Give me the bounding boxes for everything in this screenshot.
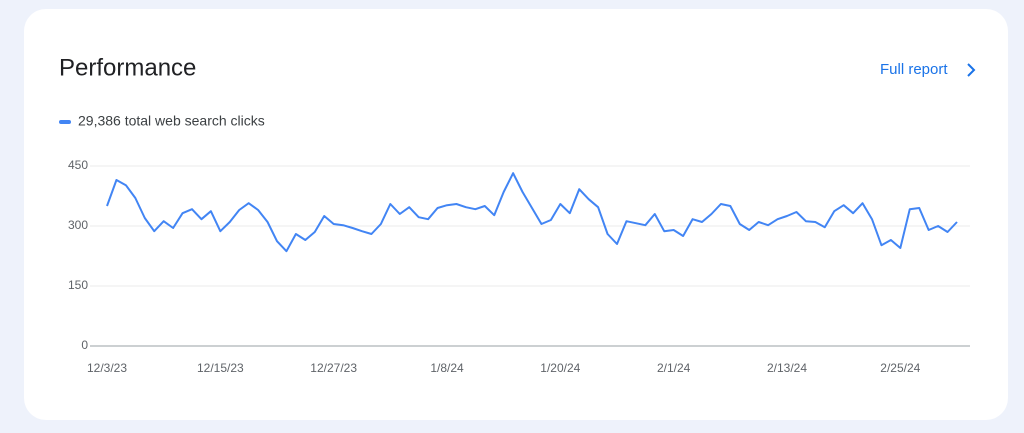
x-tick-label: 12/27/23 (310, 361, 357, 375)
x-tick-label: 2/25/24 (880, 361, 920, 375)
y-tick-label: 450 (68, 158, 88, 172)
y-tick-label: 300 (68, 218, 88, 232)
full-report-link[interactable]: Full report (880, 61, 948, 78)
performance-card (24, 9, 1008, 420)
x-tick-label: 12/15/23 (197, 361, 244, 375)
x-tick-label: 1/20/24 (540, 361, 580, 375)
legend-swatch (59, 120, 71, 124)
x-tick-label: 1/8/24 (430, 361, 464, 375)
chevron-icon[interactable] (967, 63, 976, 77)
card-title: Performance (59, 54, 196, 81)
x-tick-label: 12/3/23 (87, 361, 127, 375)
legend-label: 29,386 total web search clicks (78, 113, 265, 129)
x-tick-label: 2/13/24 (767, 361, 807, 375)
x-tick-label: 2/1/24 (657, 361, 691, 375)
line-series (106, 172, 958, 253)
y-tick-label: 150 (68, 278, 88, 292)
y-tick-label: 0 (81, 338, 88, 352)
